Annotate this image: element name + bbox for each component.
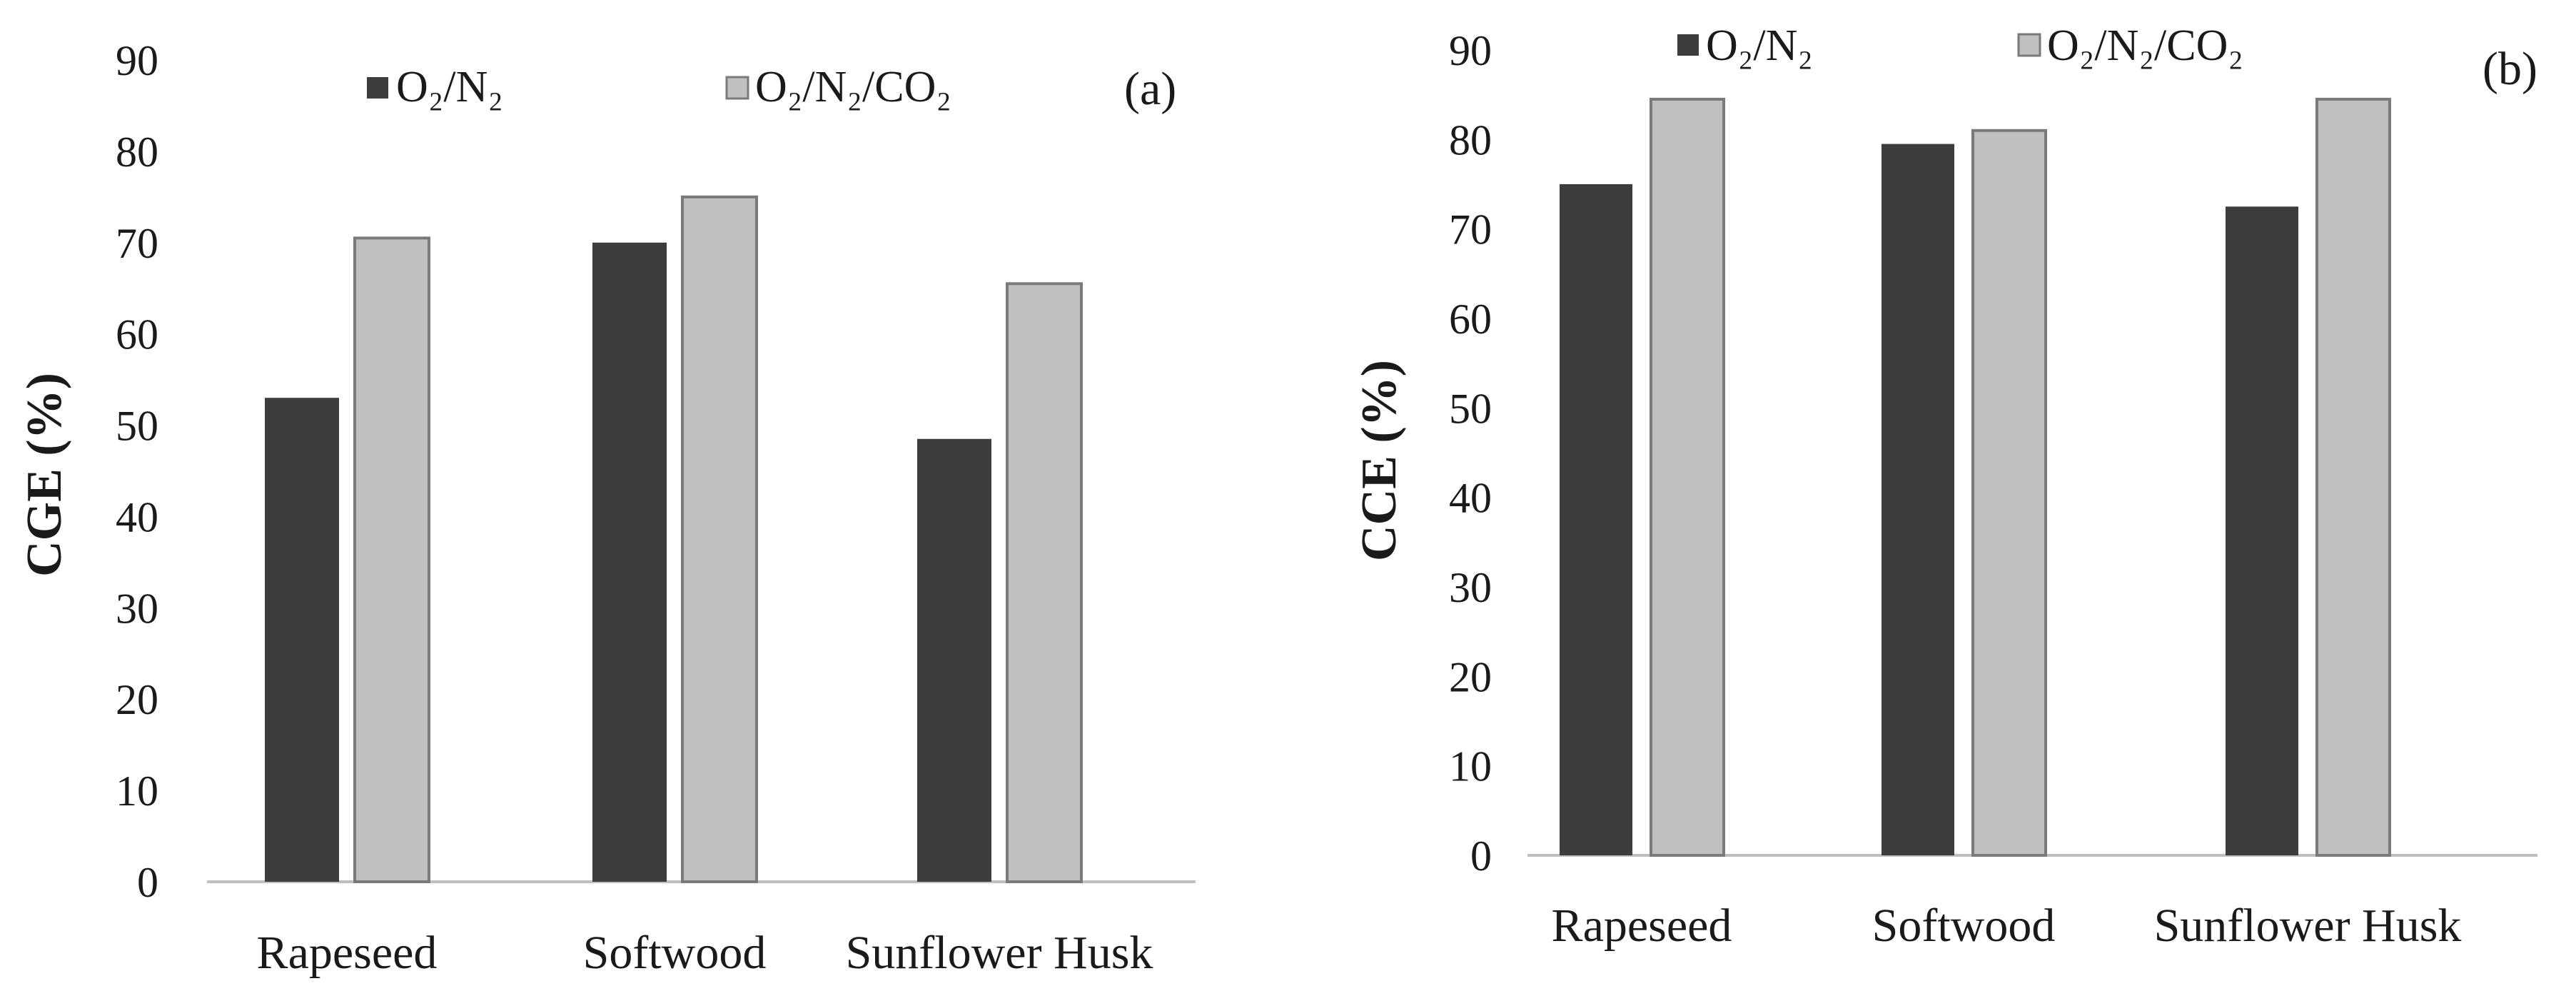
bar-b-o2n2co2-softwood — [1971, 129, 2047, 857]
bars-b — [1560, 97, 2391, 857]
y-tick-label-b: 60 — [1449, 296, 1492, 343]
y-tick-label-b: 80 — [1449, 116, 1492, 164]
category-label-b: Softwood — [1872, 900, 2056, 952]
bar-a-o2n2co2-softwood — [681, 195, 758, 884]
bar-b-o2n2co2-rapeseed — [1650, 97, 1725, 857]
y-tick-label-a: 80 — [116, 129, 158, 176]
legend-a: O₂/N₂ O₂/N₂/CO₂ — [367, 63, 951, 111]
bar-b-o2n2co2-sunflower-husk — [2315, 97, 2391, 857]
panel-label-a: (a) — [1124, 63, 1176, 115]
panel-b: 0 10 20 30 40 50 60 70 80 90 Rapeseed Softwood Sunf… — [1352, 21, 2537, 952]
bar-a-o2n2-sunflower-husk — [917, 438, 991, 882]
y-tick-label-a: 40 — [116, 493, 158, 540]
bar-b-o2n2-rapeseed — [1560, 184, 1632, 855]
y-tick-label-a: 60 — [116, 311, 158, 358]
legend-label-o2n2co2-a: O₂/N₂/CO₂ — [755, 63, 951, 111]
legend-label-o2n2-a: O₂/N₂ — [396, 63, 503, 111]
category-label-a: Rapeseed — [257, 927, 438, 979]
y-axis-label-b: CCE (%) — [1352, 360, 1407, 561]
y-tick-label-a: 10 — [116, 768, 158, 815]
legend-label-o2n2co2-b: O₂/N₂/CO₂ — [2047, 21, 2243, 70]
bar-a-o2n2co2-sunflower-husk — [1006, 282, 1083, 884]
y-tick-label-a: 70 — [116, 220, 158, 267]
bars-a — [265, 195, 1083, 884]
y-tick-label-a: 90 — [116, 37, 158, 84]
y-tick-labels-a: 0 10 20 30 40 50 60 70 80 90 — [116, 37, 158, 906]
y-tick-labels-b: 0 10 20 30 40 50 60 70 80 90 — [1449, 27, 1492, 880]
bar-a-o2n2-softwood — [592, 242, 667, 882]
category-labels-b: Rapeseed Softwood Sunflower Husk — [1552, 900, 2462, 952]
panel-label-b: (b) — [2482, 43, 2537, 95]
y-tick-label-b: 20 — [1449, 653, 1492, 700]
legend-b: O₂/N₂ O₂/N₂/CO₂ — [1677, 21, 2243, 70]
y-tick-label-b: 0 — [1470, 832, 1492, 880]
bar-a-o2n2-rapeseed — [265, 398, 339, 882]
y-tick-label-b: 50 — [1449, 385, 1492, 432]
y-tick-label-a: 50 — [116, 403, 158, 450]
bar-b-o2n2-sunflower-husk — [2226, 206, 2298, 855]
category-label-b: Sunflower Husk — [2154, 900, 2462, 952]
y-tick-label-a: 20 — [116, 676, 158, 723]
category-label-a: Sunflower Husk — [846, 927, 1153, 979]
legend-swatch-o2n2-a — [367, 77, 388, 99]
bar-a-o2n2co2-rapeseed — [353, 236, 430, 883]
panel-a: 0 10 20 30 40 50 60 70 80 90 Rapeseed Softwood Sunf… — [17, 37, 1196, 979]
y-tick-label-a: 30 — [116, 585, 158, 632]
y-tick-label-b: 90 — [1449, 27, 1492, 74]
y-tick-label-b: 70 — [1449, 206, 1492, 253]
category-labels-a: Rapeseed Softwood Sunflower Husk — [257, 927, 1153, 979]
y-tick-label-b: 30 — [1449, 564, 1492, 611]
y-tick-label-a: 0 — [137, 859, 158, 906]
y-axis-label-a: CGE (%) — [17, 373, 72, 577]
legend-label-o2n2-b: O₂/N₂ — [1706, 21, 1813, 70]
legend-swatch-o2n2co2-b — [2017, 33, 2041, 57]
bar-b-o2n2-softwood — [1882, 144, 1954, 856]
category-label-b: Rapeseed — [1552, 900, 1732, 952]
category-label-a: Softwood — [583, 927, 767, 979]
y-tick-label-b: 10 — [1449, 743, 1492, 790]
legend-swatch-o2n2co2-a — [725, 76, 749, 100]
legend-swatch-o2n2-b — [1677, 34, 1699, 56]
y-tick-label-b: 40 — [1449, 475, 1492, 522]
